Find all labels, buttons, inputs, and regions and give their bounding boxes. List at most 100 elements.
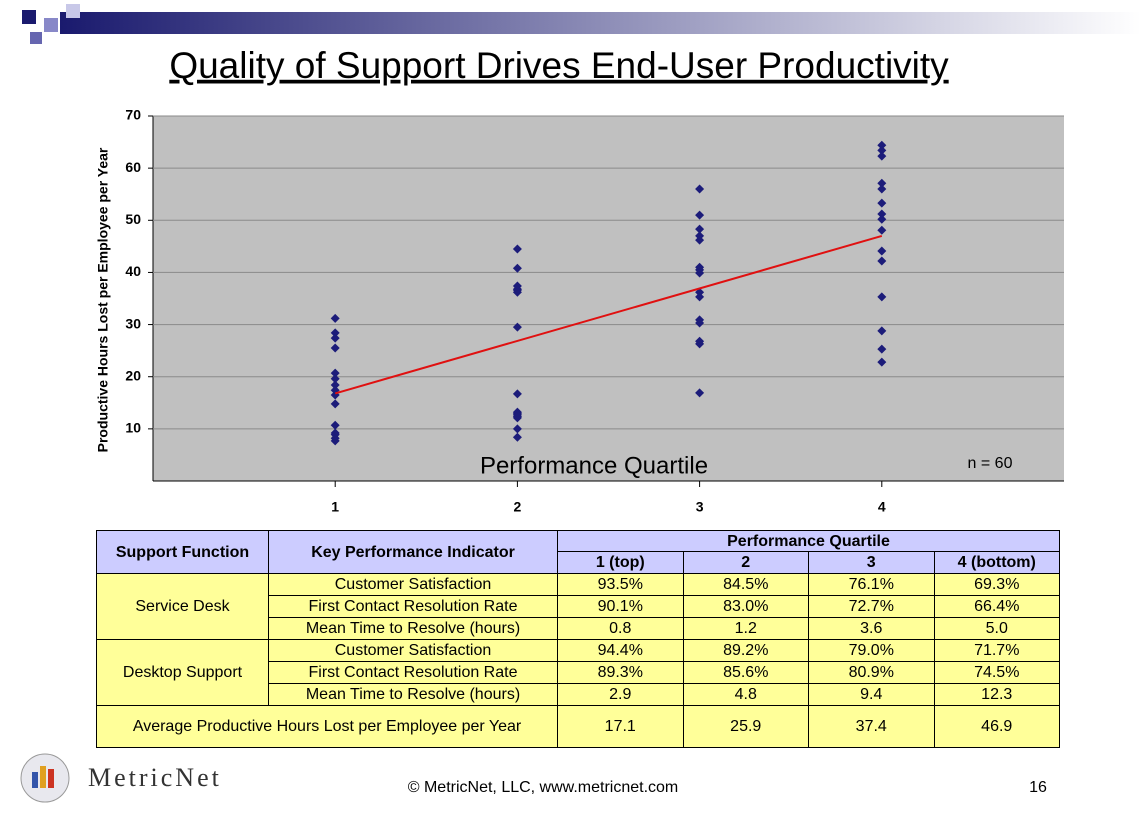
table-row: Average Productive Hours Lost per Employ…	[96, 705, 1060, 748]
y-tick-label: 30	[125, 315, 141, 331]
table-cell: 83.0%	[682, 595, 809, 618]
point	[877, 225, 887, 235]
logo-mark	[48, 769, 54, 788]
point	[330, 374, 340, 384]
point	[330, 313, 340, 323]
table-row: Desktop Support Customer Satisfaction 94.4…	[96, 639, 1060, 706]
point	[877, 357, 887, 367]
y-tick-label: 50	[125, 211, 141, 227]
table-cell: 84.5%	[682, 573, 809, 596]
kpi-cell: Customer Satisfaction	[268, 639, 558, 662]
table-row: First Contact Resolution Rate 89.3% 85.6% 8…	[97, 661, 1060, 684]
deco	[44, 18, 58, 32]
deco	[22, 10, 36, 24]
point	[330, 420, 340, 430]
page-number: 16	[1029, 779, 1047, 796]
kpi-cell: Mean Time to Resolve (hours)	[268, 617, 558, 640]
table-cell: 2.9	[557, 683, 684, 706]
deco	[66, 4, 80, 18]
trend-line	[334, 234, 883, 395]
header-cell: Performance Quartile	[557, 530, 1060, 552]
y-axis-label: Productive Hours Lost per Employee per Y…	[95, 147, 111, 452]
point	[877, 209, 887, 219]
table-cell: 5.0	[933, 617, 1060, 640]
table-cell: 80.9%	[808, 661, 935, 684]
header-cell: Support Function	[96, 530, 269, 574]
point	[877, 145, 887, 155]
point	[695, 210, 705, 220]
table-cell: 74.5%	[933, 661, 1060, 684]
table-cell: 71.7%	[933, 639, 1060, 662]
x-axis-label: Performance Quartile	[480, 452, 708, 479]
summary-label: Average Productive Hours Lost per Employ…	[96, 705, 558, 748]
point	[512, 287, 522, 297]
point	[512, 263, 522, 273]
header-band	[60, 12, 1141, 34]
table-cell: 72.7%	[808, 595, 935, 618]
point	[330, 343, 340, 353]
kpi-cell: Mean Time to Resolve (hours)	[268, 683, 558, 706]
y-tick-label: 70	[125, 107, 141, 123]
y-tick-label: 10	[125, 420, 141, 436]
point	[330, 436, 340, 446]
table-cell: 94.4%	[557, 639, 684, 662]
point	[330, 380, 340, 390]
point	[330, 368, 340, 378]
table-row: First Contact Resolution Rate 90.1% 83.0% 7…	[97, 595, 1060, 618]
point	[695, 235, 705, 245]
point	[877, 344, 887, 354]
table-cell: 79.0%	[808, 639, 935, 662]
header-cell: 1 (top)	[557, 551, 684, 574]
group-cell: Service Desk	[96, 573, 269, 640]
point	[695, 388, 705, 398]
group-cell: Desktop Support	[96, 639, 269, 706]
point	[512, 244, 522, 254]
point	[330, 328, 340, 338]
table-cell: 12.3	[933, 683, 1060, 706]
point	[877, 198, 887, 208]
table-row: Service Desk Customer Satisfaction 93.5% 84…	[96, 573, 1060, 640]
point	[330, 333, 340, 343]
point	[330, 399, 340, 409]
logo-mark	[40, 766, 46, 788]
point	[877, 326, 887, 336]
table-cell: 9.4	[808, 683, 935, 706]
x-tick-label: 4	[878, 499, 886, 515]
logo-mark	[32, 772, 38, 788]
y-tick-label: 60	[125, 159, 141, 175]
table-cell: 89.2%	[682, 639, 809, 662]
y-tick-label: 20	[125, 367, 141, 383]
point	[512, 413, 522, 423]
header-cell: 4 (bottom)	[933, 551, 1060, 574]
point	[695, 184, 705, 194]
point	[512, 432, 522, 442]
plot-area	[153, 116, 1064, 481]
table-cell: 1.2	[682, 617, 809, 640]
kpi-cell: First Contact Resolution Rate	[268, 595, 558, 618]
summary-cell: 37.4	[808, 705, 935, 748]
point	[695, 292, 705, 302]
point	[877, 246, 887, 256]
table-cell: 3.6	[808, 617, 935, 640]
point	[877, 214, 887, 224]
table-cell: 89.3%	[557, 661, 684, 684]
point	[695, 268, 705, 278]
point	[512, 389, 522, 399]
copyright: © MetricNet, LLC, www.metricnet.com	[408, 779, 679, 796]
header-cell: 2	[682, 551, 809, 574]
header-cell: Key Performance Indicator	[268, 530, 558, 574]
point	[877, 256, 887, 266]
table-row: 1 (top) 2 3 4 (bottom)	[97, 551, 1060, 574]
table-row: Support Function Key Performance Indicato…	[96, 530, 1060, 574]
x-tick-label: 3	[696, 499, 704, 515]
table-cell: 90.1%	[557, 595, 684, 618]
header-cell: 3	[808, 551, 935, 574]
point	[695, 224, 705, 234]
point	[877, 292, 887, 302]
kpi-table: Support Function Key Performance Indicato…	[96, 530, 1060, 748]
table-cell: 66.4%	[933, 595, 1060, 618]
point	[877, 178, 887, 188]
x-tick-label: 1	[331, 499, 339, 515]
